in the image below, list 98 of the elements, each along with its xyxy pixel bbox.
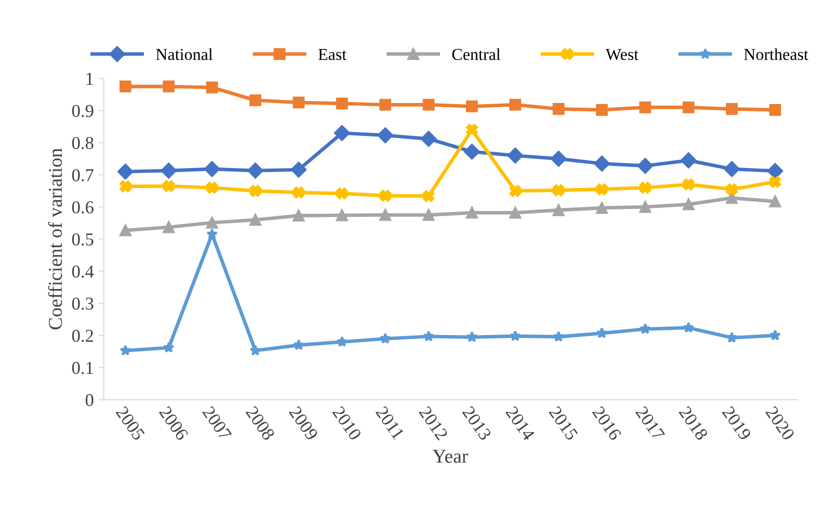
point	[160, 162, 177, 179]
point	[639, 201, 652, 213]
y-tick-label: 0	[86, 394, 94, 406]
y-tick-label: 0.4	[72, 265, 94, 278]
legend-label: National	[156, 48, 213, 60]
point	[249, 214, 262, 226]
y-tick-label: 0.9	[72, 104, 94, 118]
y-tick-label: 1	[86, 72, 93, 85]
point	[769, 176, 782, 188]
y-axis-title: Coefficient of variation	[48, 148, 62, 330]
point	[682, 178, 694, 190]
point	[336, 188, 348, 200]
point	[596, 327, 608, 338]
point	[464, 144, 480, 160]
point	[552, 204, 564, 216]
point	[507, 148, 524, 164]
legend-label: East	[318, 48, 347, 60]
point	[162, 180, 175, 192]
point	[637, 158, 654, 174]
point	[292, 96, 305, 108]
point	[249, 94, 262, 106]
point	[682, 322, 694, 333]
point	[120, 180, 132, 192]
point	[206, 228, 218, 240]
point	[510, 330, 521, 342]
point	[640, 323, 651, 334]
point	[550, 150, 566, 167]
point	[292, 186, 305, 198]
point	[120, 344, 132, 356]
point	[422, 98, 435, 111]
y-tick-label: 0.6	[72, 201, 94, 214]
point	[466, 124, 478, 136]
point	[206, 82, 218, 94]
point	[206, 216, 218, 229]
point	[466, 100, 478, 112]
point	[639, 101, 652, 114]
point	[596, 183, 608, 196]
y-tick-label: 0.1	[72, 362, 93, 374]
point	[120, 224, 132, 236]
point	[293, 339, 304, 350]
point	[682, 198, 694, 210]
point	[247, 162, 264, 179]
point	[680, 152, 696, 168]
point	[377, 127, 394, 144]
point	[596, 104, 608, 116]
point	[336, 336, 348, 347]
point	[250, 344, 262, 356]
point	[639, 182, 652, 194]
point	[162, 221, 175, 234]
point	[204, 161, 220, 177]
legend-label: West	[606, 48, 638, 60]
point	[596, 202, 608, 214]
point	[726, 183, 738, 196]
point	[290, 162, 307, 178]
y-tick-label: 0.8	[72, 136, 94, 150]
x-axis-title: Year	[432, 450, 468, 463]
point	[726, 103, 738, 115]
point	[552, 184, 564, 196]
point	[422, 209, 435, 221]
point	[466, 331, 478, 342]
point	[422, 330, 434, 342]
point	[509, 206, 522, 219]
point	[162, 80, 175, 92]
point	[509, 184, 522, 197]
point	[769, 104, 782, 116]
y-tick-label: 0.2	[72, 330, 94, 342]
point	[767, 163, 784, 179]
point	[682, 101, 694, 114]
point	[769, 196, 782, 208]
legend-label: Central	[452, 48, 500, 60]
point	[420, 130, 437, 147]
point	[594, 156, 610, 172]
y-tick-label: 0.3	[72, 298, 94, 310]
point	[336, 98, 348, 110]
point	[726, 192, 738, 204]
y-tick-label: 0.7	[72, 169, 94, 182]
point	[724, 161, 740, 177]
point	[379, 190, 392, 202]
point	[336, 209, 348, 222]
point	[249, 184, 262, 197]
point	[422, 190, 435, 202]
legend-label: Northeast	[744, 48, 808, 60]
point	[379, 209, 392, 221]
point	[380, 332, 391, 344]
point	[206, 182, 218, 194]
point	[163, 342, 174, 353]
point	[769, 330, 781, 340]
point	[552, 103, 564, 115]
point	[117, 164, 134, 180]
x-tick-label: 2017	[635, 406, 666, 442]
point	[120, 80, 132, 92]
point	[292, 210, 305, 222]
y-tick-label: 0.5	[72, 233, 94, 246]
point	[552, 330, 564, 342]
point	[509, 98, 522, 111]
point	[466, 206, 478, 219]
point	[334, 125, 350, 141]
point	[379, 98, 392, 111]
